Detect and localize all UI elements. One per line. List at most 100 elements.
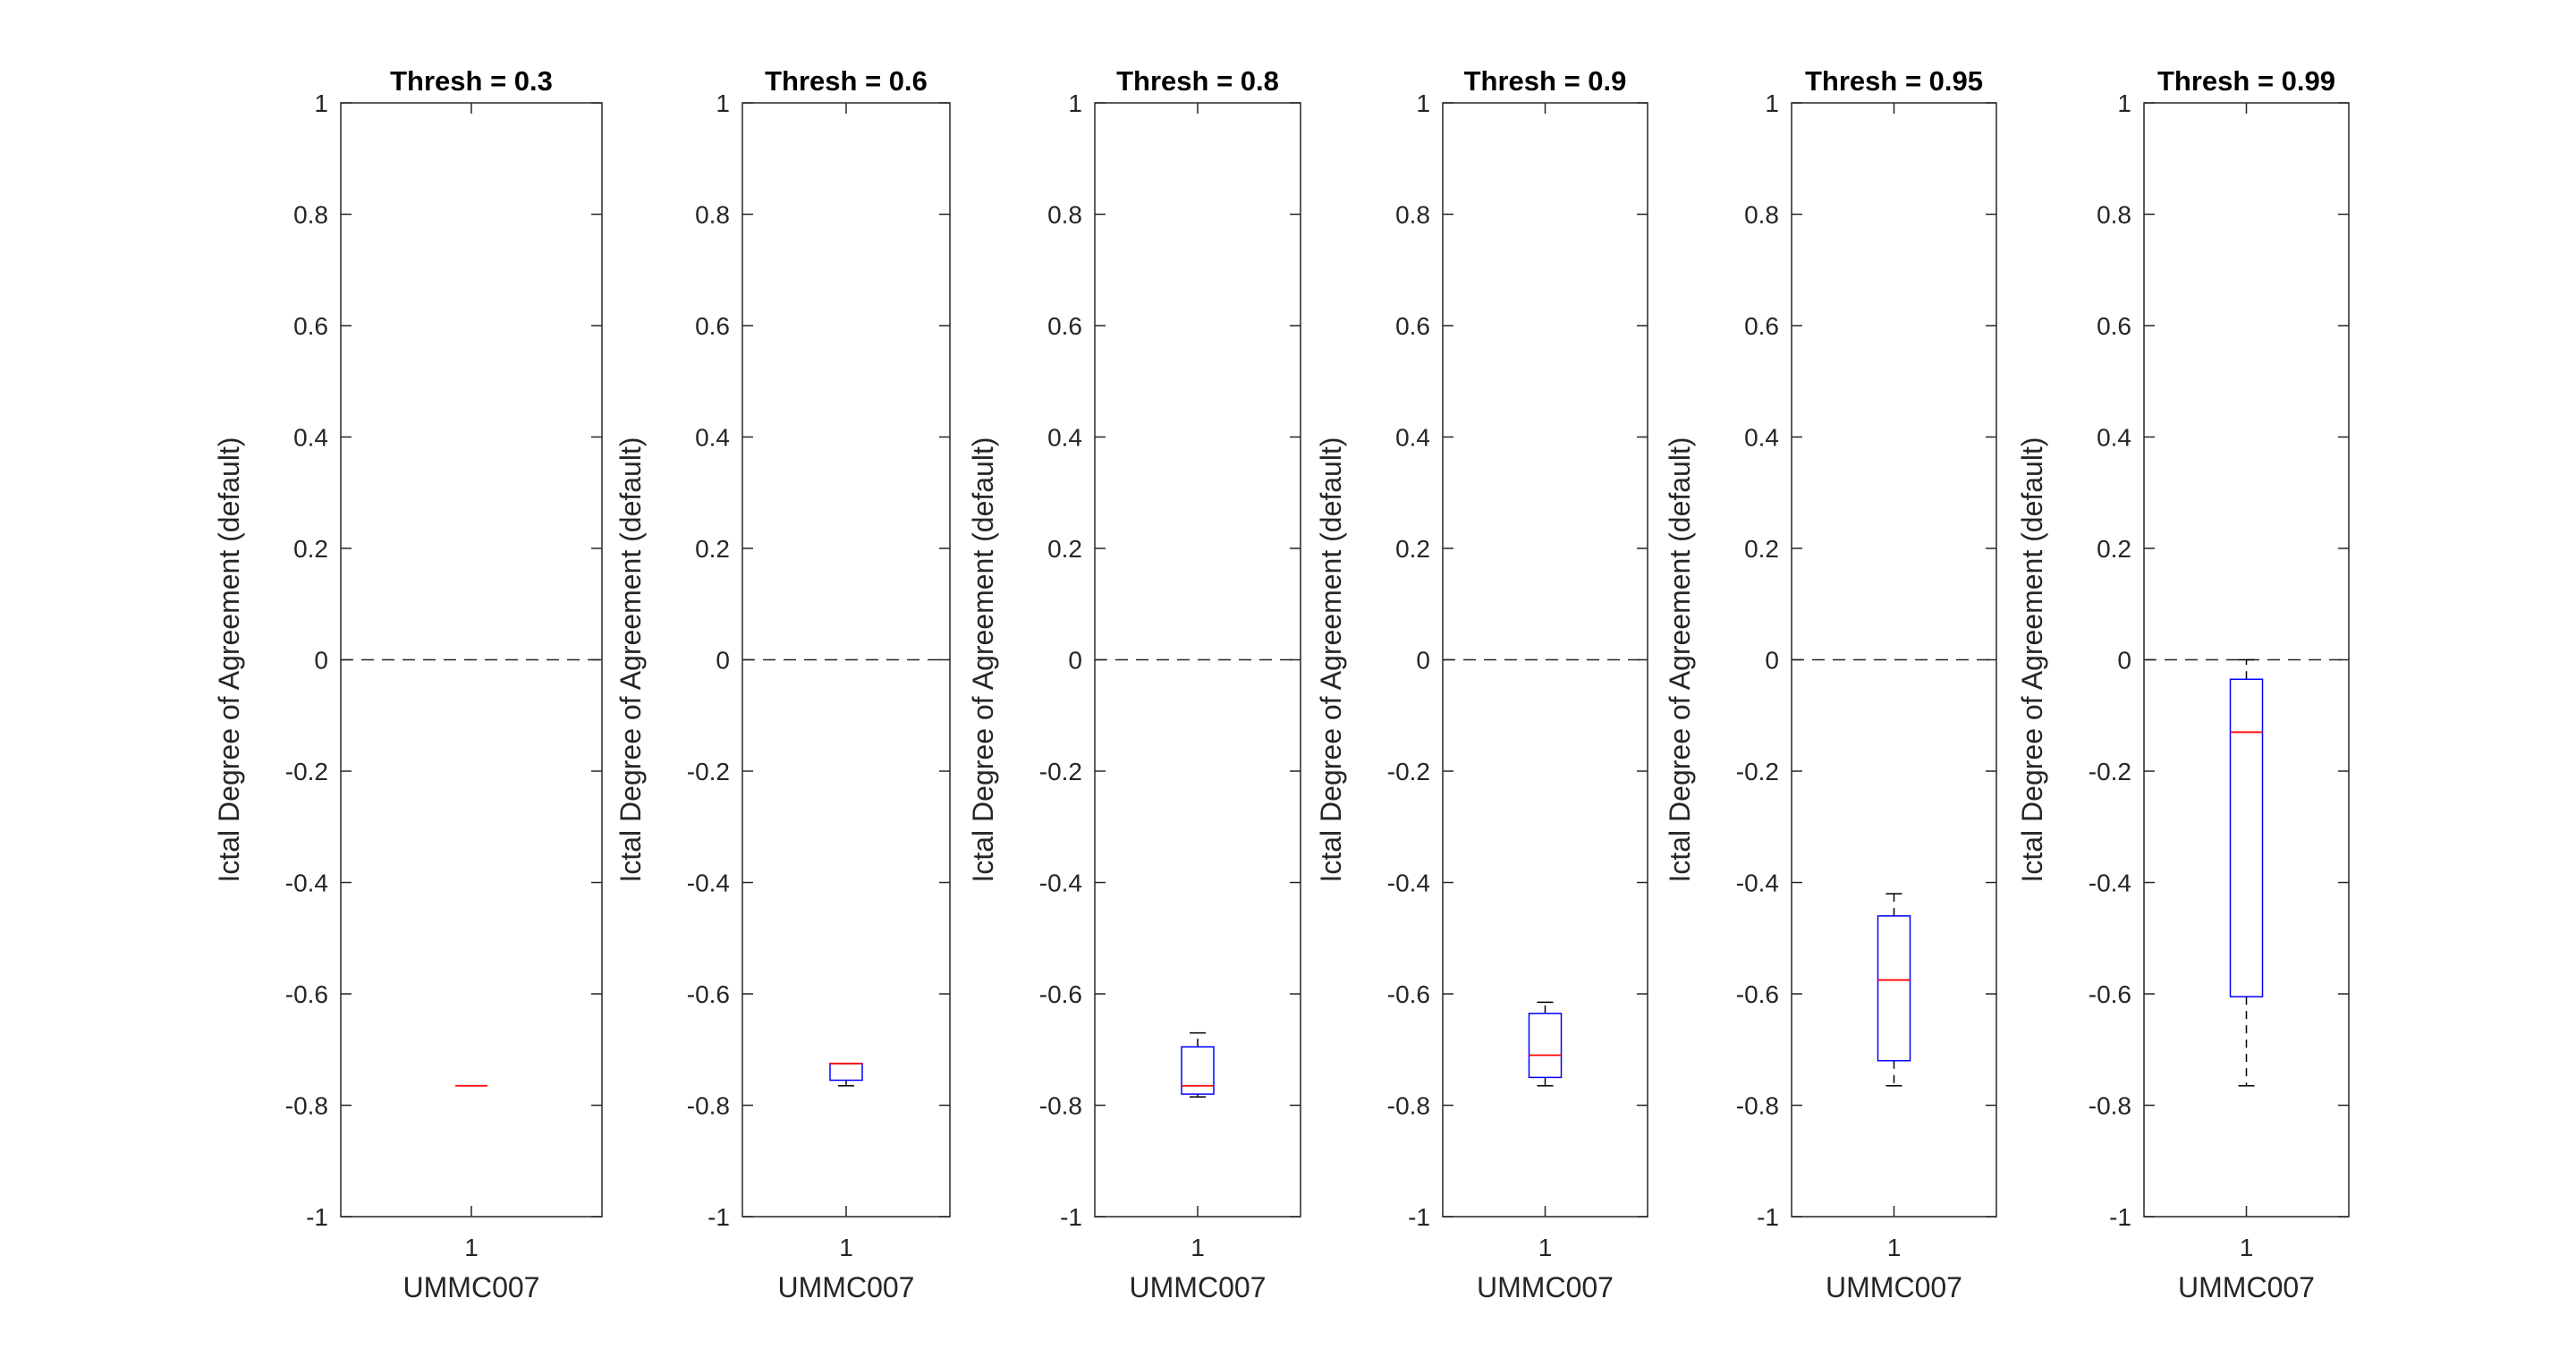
x-tick-label: 1 [1191,1234,1205,1261]
y-tick-label: 0.8 [695,201,730,229]
panel-5: -1 -0.8 -0.6 -0.4 -0.2 0 0.2 0.4 0.6 0.8 1 1 Thresh … [1664,65,1997,1303]
y-tick-label: -1 [708,1203,730,1231]
y-tick-label: 0.4 [695,424,730,452]
panel-title: Thresh = 0.8 [1116,65,1279,97]
y-axis-label: Ictal Degree of Agreement (default) [614,437,647,882]
y-tick-label: -0.6 [1736,980,1779,1008]
panel-4: -1 -0.8 -0.6 -0.4 -0.2 0 0.2 0.4 0.6 0.8 1 1 Thresh … [1315,65,1648,1303]
y-tick-label: 1 [1068,89,1082,117]
y-tick-label: -0.2 [2089,758,2131,785]
y-tick-label: 0.2 [293,535,328,563]
y-tick-label: -1 [1757,1203,1779,1231]
y-tick-label: 0 [1068,647,1082,675]
x-tick-label: 1 [1887,1234,1902,1261]
y-tick-label: -0.8 [1039,1092,1082,1120]
y-axis-label: Ictal Degree of Agreement (default) [213,437,245,882]
y-tick-label: -0.4 [1387,870,1430,897]
y-tick-label: -0.6 [2089,980,2131,1008]
y-tick-label: -0.4 [687,870,730,897]
y-tick-label: -0.8 [687,1092,730,1120]
y-axis-label: Ictal Degree of Agreement (default) [1315,437,1347,882]
x-tick-label: 1 [464,1234,479,1261]
panel-title: Thresh = 0.6 [765,65,928,97]
y-axis-label: Ictal Degree of Agreement (default) [2016,437,2048,882]
y-tick-label: 0.6 [2097,312,2131,340]
y-tick-label: -0.2 [285,758,328,785]
y-tick-label: -0.4 [1736,870,1779,897]
y-tick-label: 0 [2117,647,2131,675]
box-iqr [1528,1013,1563,1079]
y-tick-label: -0.4 [1039,870,1082,897]
panel-2: -1 -0.8 -0.6 -0.4 -0.2 0 0.2 0.4 0.6 0.8 1 1 Thresh … [614,65,951,1303]
box-iqr [1877,915,1911,1062]
y-tick-label: 0.6 [1047,312,1082,340]
y-tick-label: -1 [1060,1203,1082,1231]
y-tick-label: 0 [314,647,328,675]
y-tick-label: 0.4 [1047,424,1082,452]
y-tick-label: 0.4 [2097,424,2131,452]
x-axis-label: UMMC007 [1477,1271,1614,1303]
box-iqr [829,1063,863,1082]
panel-title: Thresh = 0.9 [1464,65,1627,97]
x-tick-label: 1 [1538,1234,1553,1261]
y-tick-label: 0 [1416,647,1430,675]
y-tick-label: -0.8 [1736,1092,1779,1120]
x-axis-label: UMMC007 [2178,1271,2315,1303]
y-tick-label: 0.6 [1744,312,1779,340]
panel-6: -1 -0.8 -0.6 -0.4 -0.2 0 0.2 0.4 0.6 0.8 1 1 Thresh … [2016,65,2350,1303]
x-axis-label: UMMC007 [1826,1271,1962,1303]
y-tick-label: 0.6 [1395,312,1430,340]
y-tick-label: -0.2 [687,758,730,785]
panel-title: Thresh = 0.3 [390,65,553,97]
y-tick-label: 0.6 [695,312,730,340]
y-tick-label: -0.4 [285,870,328,897]
y-tick-label: -1 [1408,1203,1430,1231]
box-iqr [1181,1046,1215,1095]
x-tick-label: 1 [2240,1234,2254,1261]
y-tick-label: -0.4 [2089,870,2131,897]
x-tick-label: 1 [839,1234,853,1261]
panel-3: -1 -0.8 -0.6 -0.4 -0.2 0 0.2 0.4 0.6 0.8 1 1 Thresh … [967,65,1301,1303]
y-axis-label: Ictal Degree of Agreement (default) [967,437,999,882]
panel-title: Thresh = 0.95 [1805,65,1983,97]
y-tick-label: -1 [2109,1203,2131,1231]
panel-1: -1 -0.8 -0.6 -0.4 -0.2 0 0.2 0.4 0.6 0.8 1 1 Thresh … [213,65,603,1303]
y-tick-label: 0.8 [2097,201,2131,229]
y-tick-label: 0.8 [1744,201,1779,229]
y-tick-label: -0.8 [1387,1092,1430,1120]
y-tick-label: -0.2 [1039,758,1082,785]
y-tick-label: 0.2 [695,535,730,563]
y-tick-label: -0.6 [1039,980,1082,1008]
x-axis-label: UMMC007 [403,1271,540,1303]
y-tick-label: 1 [716,89,730,117]
y-tick-label: -1 [306,1203,328,1231]
y-tick-label: 0 [716,647,730,675]
y-tick-label: -0.6 [285,980,328,1008]
y-tick-label: 0 [1765,647,1779,675]
y-tick-label: -0.6 [687,980,730,1008]
y-tick-label: 0.4 [293,424,328,452]
y-tick-label: -0.2 [1736,758,1779,785]
y-tick-label: -0.2 [1387,758,1430,785]
y-axis-label: Ictal Degree of Agreement (default) [1664,437,1696,882]
y-tick-label: 0.8 [293,201,328,229]
y-tick-label: 0.2 [1047,535,1082,563]
y-tick-label: -0.6 [1387,980,1430,1008]
y-tick-label: 0.8 [1047,201,1082,229]
panel-title: Thresh = 0.99 [2157,65,2335,97]
y-tick-label: 0.4 [1744,424,1779,452]
y-tick-label: 0.4 [1395,424,1430,452]
box-iqr [2229,678,2264,997]
y-tick-label: 1 [1416,89,1430,117]
y-tick-label: 0.8 [1395,201,1430,229]
y-tick-label: 1 [314,89,328,117]
x-axis-label: UMMC007 [1130,1271,1267,1303]
y-tick-label: 0.6 [293,312,328,340]
y-tick-label: 0.2 [1395,535,1430,563]
y-tick-label: -0.8 [2089,1092,2131,1120]
y-tick-label: 1 [1765,89,1779,117]
y-tick-label: 0.2 [2097,535,2131,563]
y-tick-label: 0.2 [1744,535,1779,563]
y-tick-label: -0.8 [285,1092,328,1120]
